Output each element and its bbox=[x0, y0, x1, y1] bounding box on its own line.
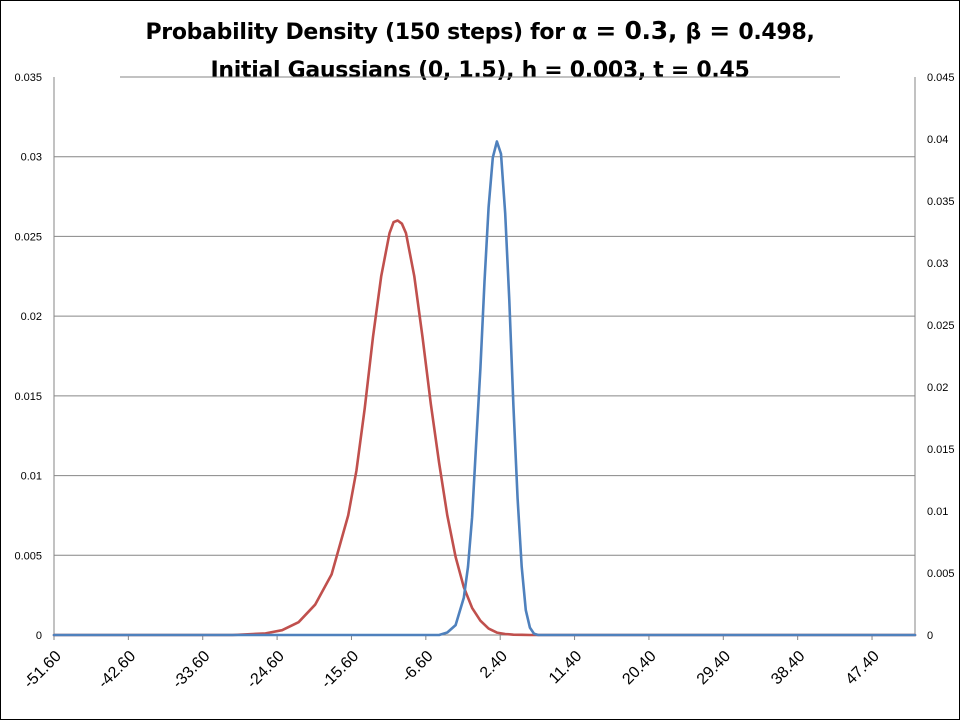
right-tick-label: 0.035 bbox=[927, 196, 955, 208]
x-tick-label: -51.60 bbox=[21, 648, 65, 692]
chart-title-line1: Probability Density (150 steps) for α = … bbox=[40, 12, 920, 52]
right-tick-label: 0.02 bbox=[927, 382, 948, 394]
left-tick-label: 0.025 bbox=[14, 231, 42, 243]
axes bbox=[53, 77, 916, 636]
title-prefix: Probability Density (150 steps) for bbox=[145, 20, 573, 45]
x-tick-label: -24.60 bbox=[244, 648, 288, 692]
series-lines bbox=[52, 140, 917, 637]
x-tick-label: 29.40 bbox=[694, 648, 734, 688]
x-tick-label: -15.60 bbox=[318, 648, 362, 692]
right-tick-label: 0.005 bbox=[927, 568, 955, 580]
right-tick-label: 0.025 bbox=[927, 320, 955, 332]
right-tick-label: 0 bbox=[927, 630, 933, 642]
left-tick-label: 0.035 bbox=[14, 72, 42, 84]
chart-title: Probability Density (150 steps) for α = … bbox=[40, 12, 920, 90]
right-tick-label: 0.015 bbox=[927, 444, 955, 456]
right-tick-label: 0.04 bbox=[927, 134, 948, 146]
x-tick-label: -42.60 bbox=[95, 648, 139, 692]
alpha-value: = 0.3, bbox=[586, 16, 686, 45]
series-line-2 bbox=[52, 140, 917, 637]
left-tick-label: 0.01 bbox=[21, 471, 42, 483]
right-axis-ticks: 0 0.005 0.01 0.015 0.02 0.025 0.03 0.035 0.04 0.0… bbox=[927, 72, 955, 642]
x-tick-label: -6.60 bbox=[399, 648, 437, 686]
chart-title-line2: Initial Gaussians (0, 1.5), h = 0.003, t… bbox=[210, 58, 750, 83]
left-tick-label: 0.015 bbox=[14, 391, 42, 403]
right-tick-label: 0.01 bbox=[927, 506, 948, 518]
x-tick-label: 38.40 bbox=[768, 648, 808, 688]
x-tick-label: -33.60 bbox=[169, 648, 213, 692]
left-tick-label: 0 bbox=[36, 630, 42, 642]
right-tick-label: 0.045 bbox=[927, 72, 955, 84]
left-tick-label: 0.005 bbox=[14, 550, 42, 562]
x-tick-label: 11.40 bbox=[546, 648, 586, 688]
left-tick-label: 0.02 bbox=[21, 311, 42, 323]
right-tick-label: 0.03 bbox=[927, 258, 948, 270]
x-tick-label: 2.40 bbox=[477, 648, 511, 682]
left-axis-ticks: 0 0.005 0.01 0.015 0.02 0.025 0.03 0.035 bbox=[14, 72, 42, 642]
gridlines bbox=[54, 76, 915, 556]
series-line-1 bbox=[52, 219, 917, 637]
beta-value: 0.498, bbox=[738, 20, 815, 45]
alpha-symbol: α bbox=[572, 20, 587, 45]
left-tick-label: 0.03 bbox=[21, 152, 42, 164]
x-tick-label: 20.40 bbox=[619, 648, 659, 688]
beta-symbol: β bbox=[685, 20, 701, 45]
x-axis-ticks: -51.60 -42.60 -33.60 -24.60 -15.60 -6.60 2.40 1… bbox=[21, 635, 883, 692]
x-tick-label: 47.40 bbox=[843, 648, 883, 688]
beta-equals: = bbox=[700, 16, 739, 45]
